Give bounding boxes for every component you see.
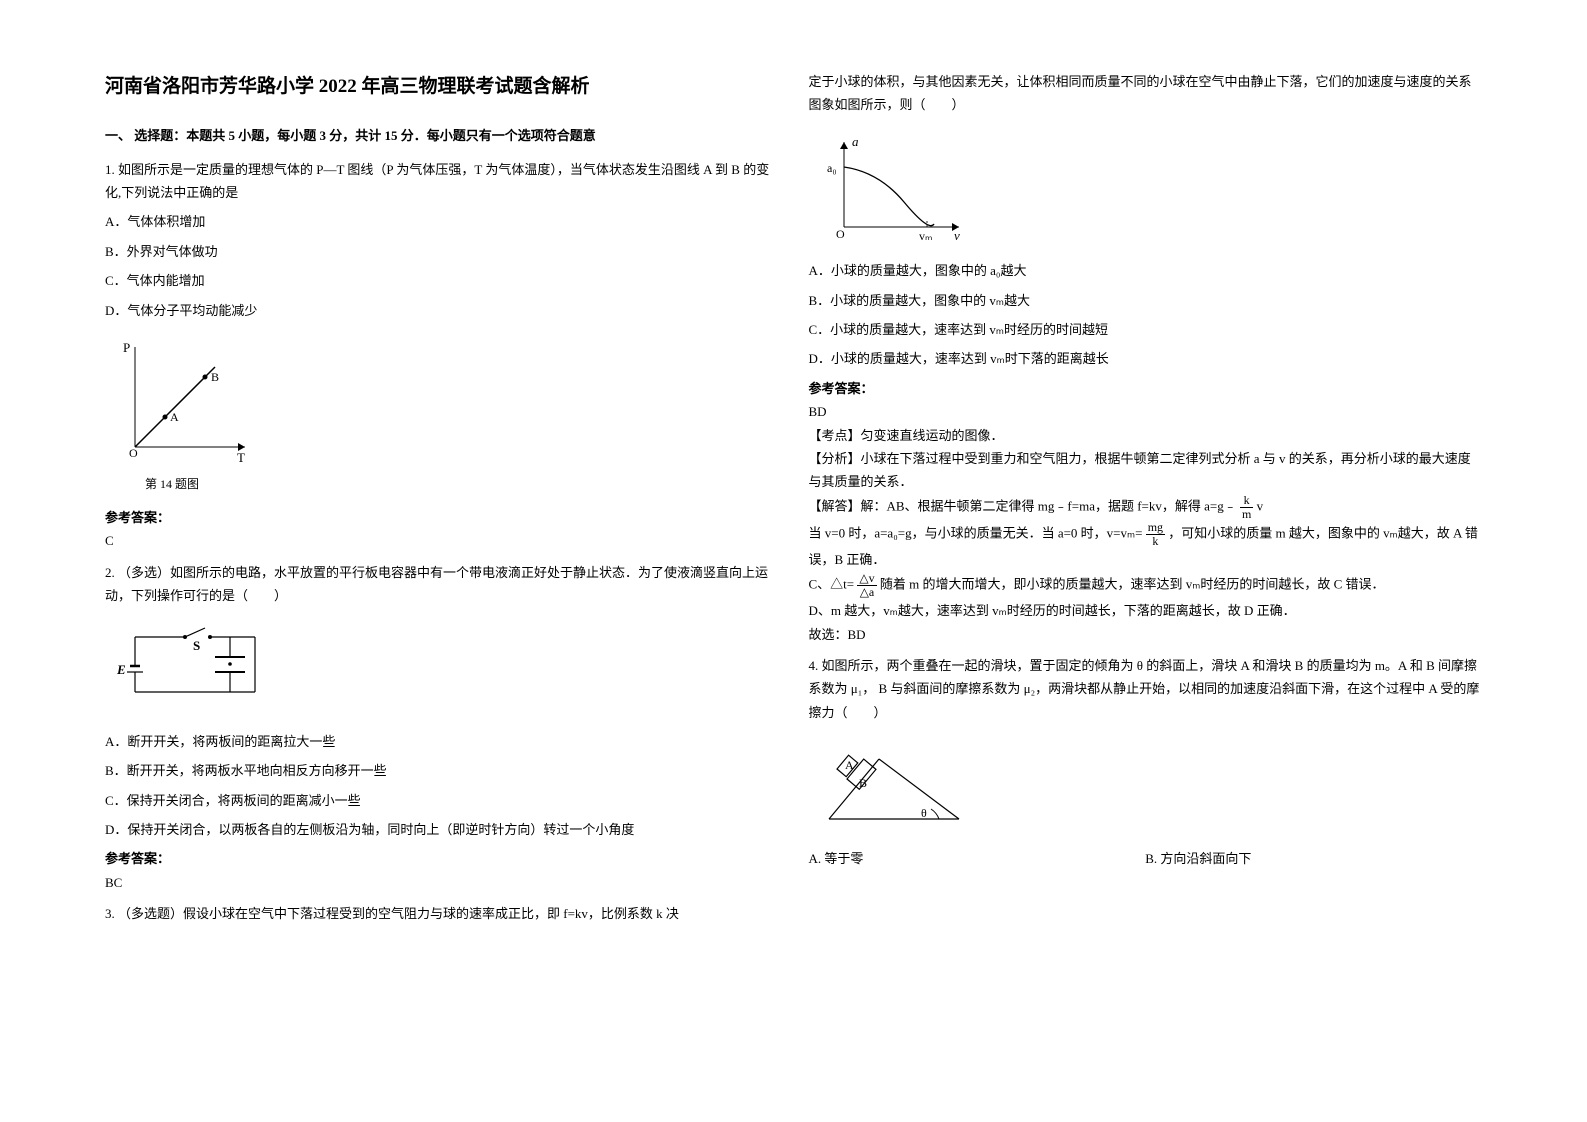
q3-jd1b: v bbox=[1257, 498, 1264, 513]
svg-text:O: O bbox=[836, 227, 845, 241]
q3-analysis-jd5: 故选：BD bbox=[809, 623, 1483, 646]
frac-k-m: k m bbox=[1240, 494, 1253, 521]
q1-answer: C bbox=[105, 529, 779, 552]
pt-x-label: T bbox=[237, 450, 245, 465]
q3-answer: BD bbox=[809, 400, 1483, 423]
theta-label: θ bbox=[921, 806, 927, 820]
q3-option-b: B．小球的质量越大，图象中的 vₘ越大 bbox=[809, 289, 1483, 312]
q4-diagram: B A θ bbox=[819, 739, 1483, 836]
q3-jd3a: C、△t= bbox=[809, 577, 855, 592]
switch-label: S bbox=[193, 638, 200, 653]
q4-option-a: A. 等于零 bbox=[809, 847, 1146, 870]
q3-answer-label: 参考答案： bbox=[809, 377, 1483, 400]
left-column: 河南省洛阳市芳华路小学 2022 年高三物理联考试题含解析 一、 选择题：本题共… bbox=[90, 70, 794, 1082]
q3-analysis-jd3: C、△t= △v △a 随着 m 的增大而增大，即小球的质量越大，速率达到 vₘ… bbox=[809, 572, 1483, 599]
q3-option-a: A．小球的质量越大，图象中的 a₀越大 bbox=[809, 259, 1483, 282]
q3-analysis-jd1: 【解答】解：AB、根据牛顿第二定律得 mg﹣f=ma，据题 f=kv，解得 a=… bbox=[809, 494, 1483, 521]
circuit-svg: S E bbox=[115, 622, 275, 712]
pt-graph-svg: P T A B O bbox=[115, 337, 255, 467]
q2-option-b: B．断开开关，将两板水平地向相反方向移开一些 bbox=[105, 759, 779, 782]
q2-option-d: D．保持开关闭合，以两板各自的左侧板沿为轴，同时向上（即逆时针方向）转过一个小角… bbox=[105, 818, 779, 841]
q1-answer-label: 参考答案： bbox=[105, 506, 779, 529]
pt-y-label: P bbox=[123, 340, 130, 355]
q3-option-c: C．小球的质量越大，速率达到 vₘ时经历的时间越短 bbox=[809, 318, 1483, 341]
q2-stem: 2. （多选）如图所示的电路，水平放置的平行板电容器中有一个带电液滴正好处于静止… bbox=[105, 561, 779, 608]
q1-diagram-caption: 第 14 题图 bbox=[145, 474, 779, 496]
q2-answer-label: 参考答案： bbox=[105, 847, 779, 870]
q3-analysis-kp: 【考点】匀变速直线运动的图像． bbox=[809, 424, 1483, 447]
av-vm-label: vₘ bbox=[919, 229, 932, 242]
q2-answer: BC bbox=[105, 871, 779, 894]
q3-analysis-fx: 【分析】小球在下落过程中受到重力和空气阻力，根据牛顿第二定律列式分析 a 与 v… bbox=[809, 447, 1483, 494]
av-a0-label: a₀ bbox=[827, 161, 837, 175]
q1-diagram: P T A B O 第 14 题图 bbox=[115, 337, 779, 496]
exam-page: 河南省洛阳市芳华路小学 2022 年高三物理联考试题含解析 一、 选择题：本题共… bbox=[0, 0, 1587, 1122]
question-3-part1: 3. （多选题）假设小球在空气中下落过程受到的空气阻力与球的速率成正比，即 f=… bbox=[105, 902, 779, 925]
q3-jd1-text: 【解答】解：AB、根据牛顿第二定律得 mg﹣f=ma，据题 f=kv，解得 a=… bbox=[809, 498, 1237, 513]
q3-diagram: a v a₀ vₘ O bbox=[819, 132, 1483, 249]
incline-svg: B A θ bbox=[819, 739, 969, 829]
pt-point-a: A bbox=[170, 410, 179, 424]
q2-diagram: S E bbox=[115, 622, 779, 719]
q1-option-b: B．外界对气体做功 bbox=[105, 240, 779, 263]
block-a-label: A bbox=[845, 758, 854, 772]
battery-label: E bbox=[116, 662, 126, 677]
q3-stem-part2: 定于小球的体积，与其他因素无关，让体积相同而质量不同的小球在空气中由静止下落，它… bbox=[809, 70, 1483, 117]
q1-option-a: A．气体体积增加 bbox=[105, 210, 779, 233]
q4-options-row: A. 等于零 B. 方向沿斜面向下 bbox=[809, 847, 1483, 870]
frac-dv-da: △v △a bbox=[857, 572, 876, 599]
pt-point-b: B bbox=[211, 370, 219, 384]
q3-jd3b: 随着 m 的增大而增大，即小球的质量越大，速率达到 vₘ时经历的时间越长，故 C… bbox=[880, 577, 1385, 592]
section-1-header: 一、 选择题：本题共 5 小题，每小题 3 分，共计 15 分．每小题只有一个选… bbox=[105, 124, 779, 147]
q1-option-d: D．气体分子平均动能减少 bbox=[105, 299, 779, 322]
q3-option-d: D．小球的质量越大，速率达到 vₘ时下落的距离越长 bbox=[809, 347, 1483, 370]
q3-analysis-jd2: 当 v=0 时，a=a₀=g，与小球的质量无关．当 a=0 时，v=vₘ= mg… bbox=[809, 521, 1483, 572]
q3-stem-part1: 3. （多选题）假设小球在空气中下落过程受到的空气阻力与球的速率成正比，即 f=… bbox=[105, 902, 779, 925]
svg-text:O: O bbox=[129, 446, 138, 460]
q4-stem: 4. 如图所示，两个重叠在一起的滑块，置于固定的倾角为 θ 的斜面上，滑块 A … bbox=[809, 654, 1483, 724]
block-b-label: B bbox=[859, 776, 867, 790]
q3-analysis-jd4: D、m 越大，vₘ越大，速率达到 vₘ时经历的时间越长，下落的距离越长，故 D … bbox=[809, 599, 1483, 622]
question-4: 4. 如图所示，两个重叠在一起的滑块，置于固定的倾角为 θ 的斜面上，滑块 A … bbox=[809, 654, 1483, 870]
q2-option-c: C．保持开关闭合，将两板间的距离减小一些 bbox=[105, 789, 779, 812]
question-2: 2. （多选）如图所示的电路，水平放置的平行板电容器中有一个带电液滴正好处于静止… bbox=[105, 561, 779, 895]
frac-mg-k: mg k bbox=[1146, 521, 1165, 548]
question-1: 1. 如图所示是一定质量的理想气体的 P—T 图线（P 为气体压强，T 为气体温… bbox=[105, 158, 779, 553]
q1-stem: 1. 如图所示是一定质量的理想气体的 P—T 图线（P 为气体压强，T 为气体温… bbox=[105, 158, 779, 205]
q4-option-b: B. 方向沿斜面向下 bbox=[1145, 847, 1482, 870]
document-title: 河南省洛阳市芳华路小学 2022 年高三物理联考试题含解析 bbox=[105, 70, 779, 104]
av-y-label: a bbox=[852, 134, 859, 149]
q1-option-c: C．气体内能增加 bbox=[105, 269, 779, 292]
q3-jd2a: 当 v=0 时，a=a₀=g，与小球的质量无关．当 a=0 时，v=vₘ= bbox=[809, 526, 1143, 541]
q2-option-a: A．断开开关，将两板间的距离拉大一些 bbox=[105, 730, 779, 753]
right-column: 定于小球的体积，与其他因素无关，让体积相同而质量不同的小球在空气中由静止下落，它… bbox=[794, 70, 1498, 1082]
av-x-label: v bbox=[954, 228, 960, 242]
av-graph-svg: a v a₀ vₘ O bbox=[819, 132, 969, 242]
